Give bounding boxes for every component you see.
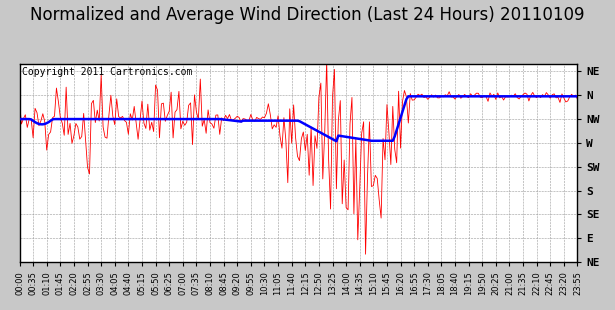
Text: Normalized and Average Wind Direction (Last 24 Hours) 20110109: Normalized and Average Wind Direction (L… — [30, 6, 585, 24]
Text: Copyright 2011 Cartronics.com: Copyright 2011 Cartronics.com — [22, 68, 192, 78]
